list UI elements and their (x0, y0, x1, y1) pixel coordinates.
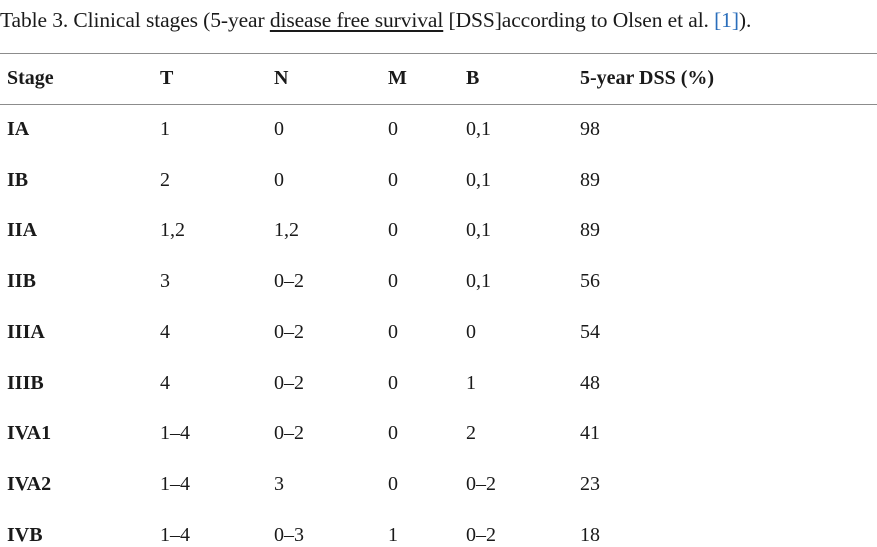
cell-t: 4 (160, 321, 170, 343)
caption-suffix: ). (738, 8, 752, 32)
caption-reference-link[interactable]: [1] (714, 8, 739, 32)
cell-n: 0–3 (274, 524, 304, 546)
cell-t: 3 (160, 270, 170, 292)
cell-b: 2 (466, 422, 476, 444)
cell-n: 3 (274, 473, 284, 495)
header-m: M (388, 67, 407, 89)
cell-b: 0,1 (466, 169, 491, 191)
cell-m: 0 (388, 270, 398, 292)
caption-prefix: Table 3. Clinical stages (5-year (0, 8, 270, 32)
cell-dss: 48 (580, 372, 600, 394)
cell-n: 0–2 (274, 321, 304, 343)
header-dss: 5-year DSS (%) (580, 67, 715, 89)
cell-b: 1 (466, 372, 476, 394)
cell-m: 0 (388, 169, 398, 191)
cell-stage: IIIA (7, 321, 45, 343)
cell-b: 0–2 (466, 524, 496, 546)
cell-stage: IIIB (7, 372, 44, 394)
cell-dss: 98 (580, 118, 600, 140)
table-top-rule (0, 53, 877, 54)
cell-n: 0–2 (274, 422, 304, 444)
table-caption: Table 3. Clinical stages (5-year disease… (0, 8, 751, 33)
cell-stage: IIA (7, 219, 38, 241)
cell-n: 1,2 (274, 219, 299, 241)
cell-stage: IB (7, 169, 29, 191)
header-b: B (466, 67, 480, 89)
cell-m: 0 (388, 372, 398, 394)
cell-dss: 89 (580, 219, 600, 241)
cell-m: 1 (388, 524, 398, 546)
cell-dss: 56 (580, 270, 600, 292)
cell-m: 0 (388, 118, 398, 140)
caption-underlined-term[interactable]: disease free survival (269, 8, 444, 32)
cell-b: 0,1 (466, 118, 491, 140)
cell-t: 1–4 (160, 422, 190, 444)
header-stage: Stage (7, 67, 54, 89)
header-n: N (274, 67, 289, 89)
cell-n: 0 (274, 169, 284, 191)
cell-b: 0,1 (466, 270, 491, 292)
cell-stage: IVA2 (7, 473, 52, 495)
cell-n: 0–2 (274, 270, 304, 292)
table-header-rule (0, 104, 877, 105)
cell-b: 0 (466, 321, 476, 343)
cell-dss: 18 (580, 524, 600, 546)
cell-stage: IIB (7, 270, 36, 292)
cell-t: 1–4 (160, 524, 190, 546)
header-t: T (160, 67, 174, 89)
cell-dss: 89 (580, 169, 600, 191)
cell-dss: 23 (580, 473, 600, 495)
cell-t: 1–4 (160, 473, 190, 495)
cell-t: 1,2 (160, 219, 185, 241)
cell-n: 0 (274, 118, 284, 140)
cell-stage: IA (7, 118, 30, 140)
cell-m: 0 (388, 219, 398, 241)
cell-t: 2 (160, 169, 170, 191)
cell-stage: IVA1 (7, 422, 52, 444)
cell-dss: 41 (580, 422, 600, 444)
cell-t: 4 (160, 372, 170, 394)
cell-dss: 54 (580, 321, 600, 343)
cell-n: 0–2 (274, 372, 304, 394)
cell-b: 0–2 (466, 473, 496, 495)
cell-t: 1 (160, 118, 170, 140)
cell-b: 0,1 (466, 219, 491, 241)
cell-m: 0 (388, 473, 398, 495)
cell-m: 0 (388, 422, 398, 444)
cell-m: 0 (388, 321, 398, 343)
caption-middle: [DSS]according to Olsen et al. (443, 8, 715, 32)
cell-stage: IVB (7, 524, 43, 546)
